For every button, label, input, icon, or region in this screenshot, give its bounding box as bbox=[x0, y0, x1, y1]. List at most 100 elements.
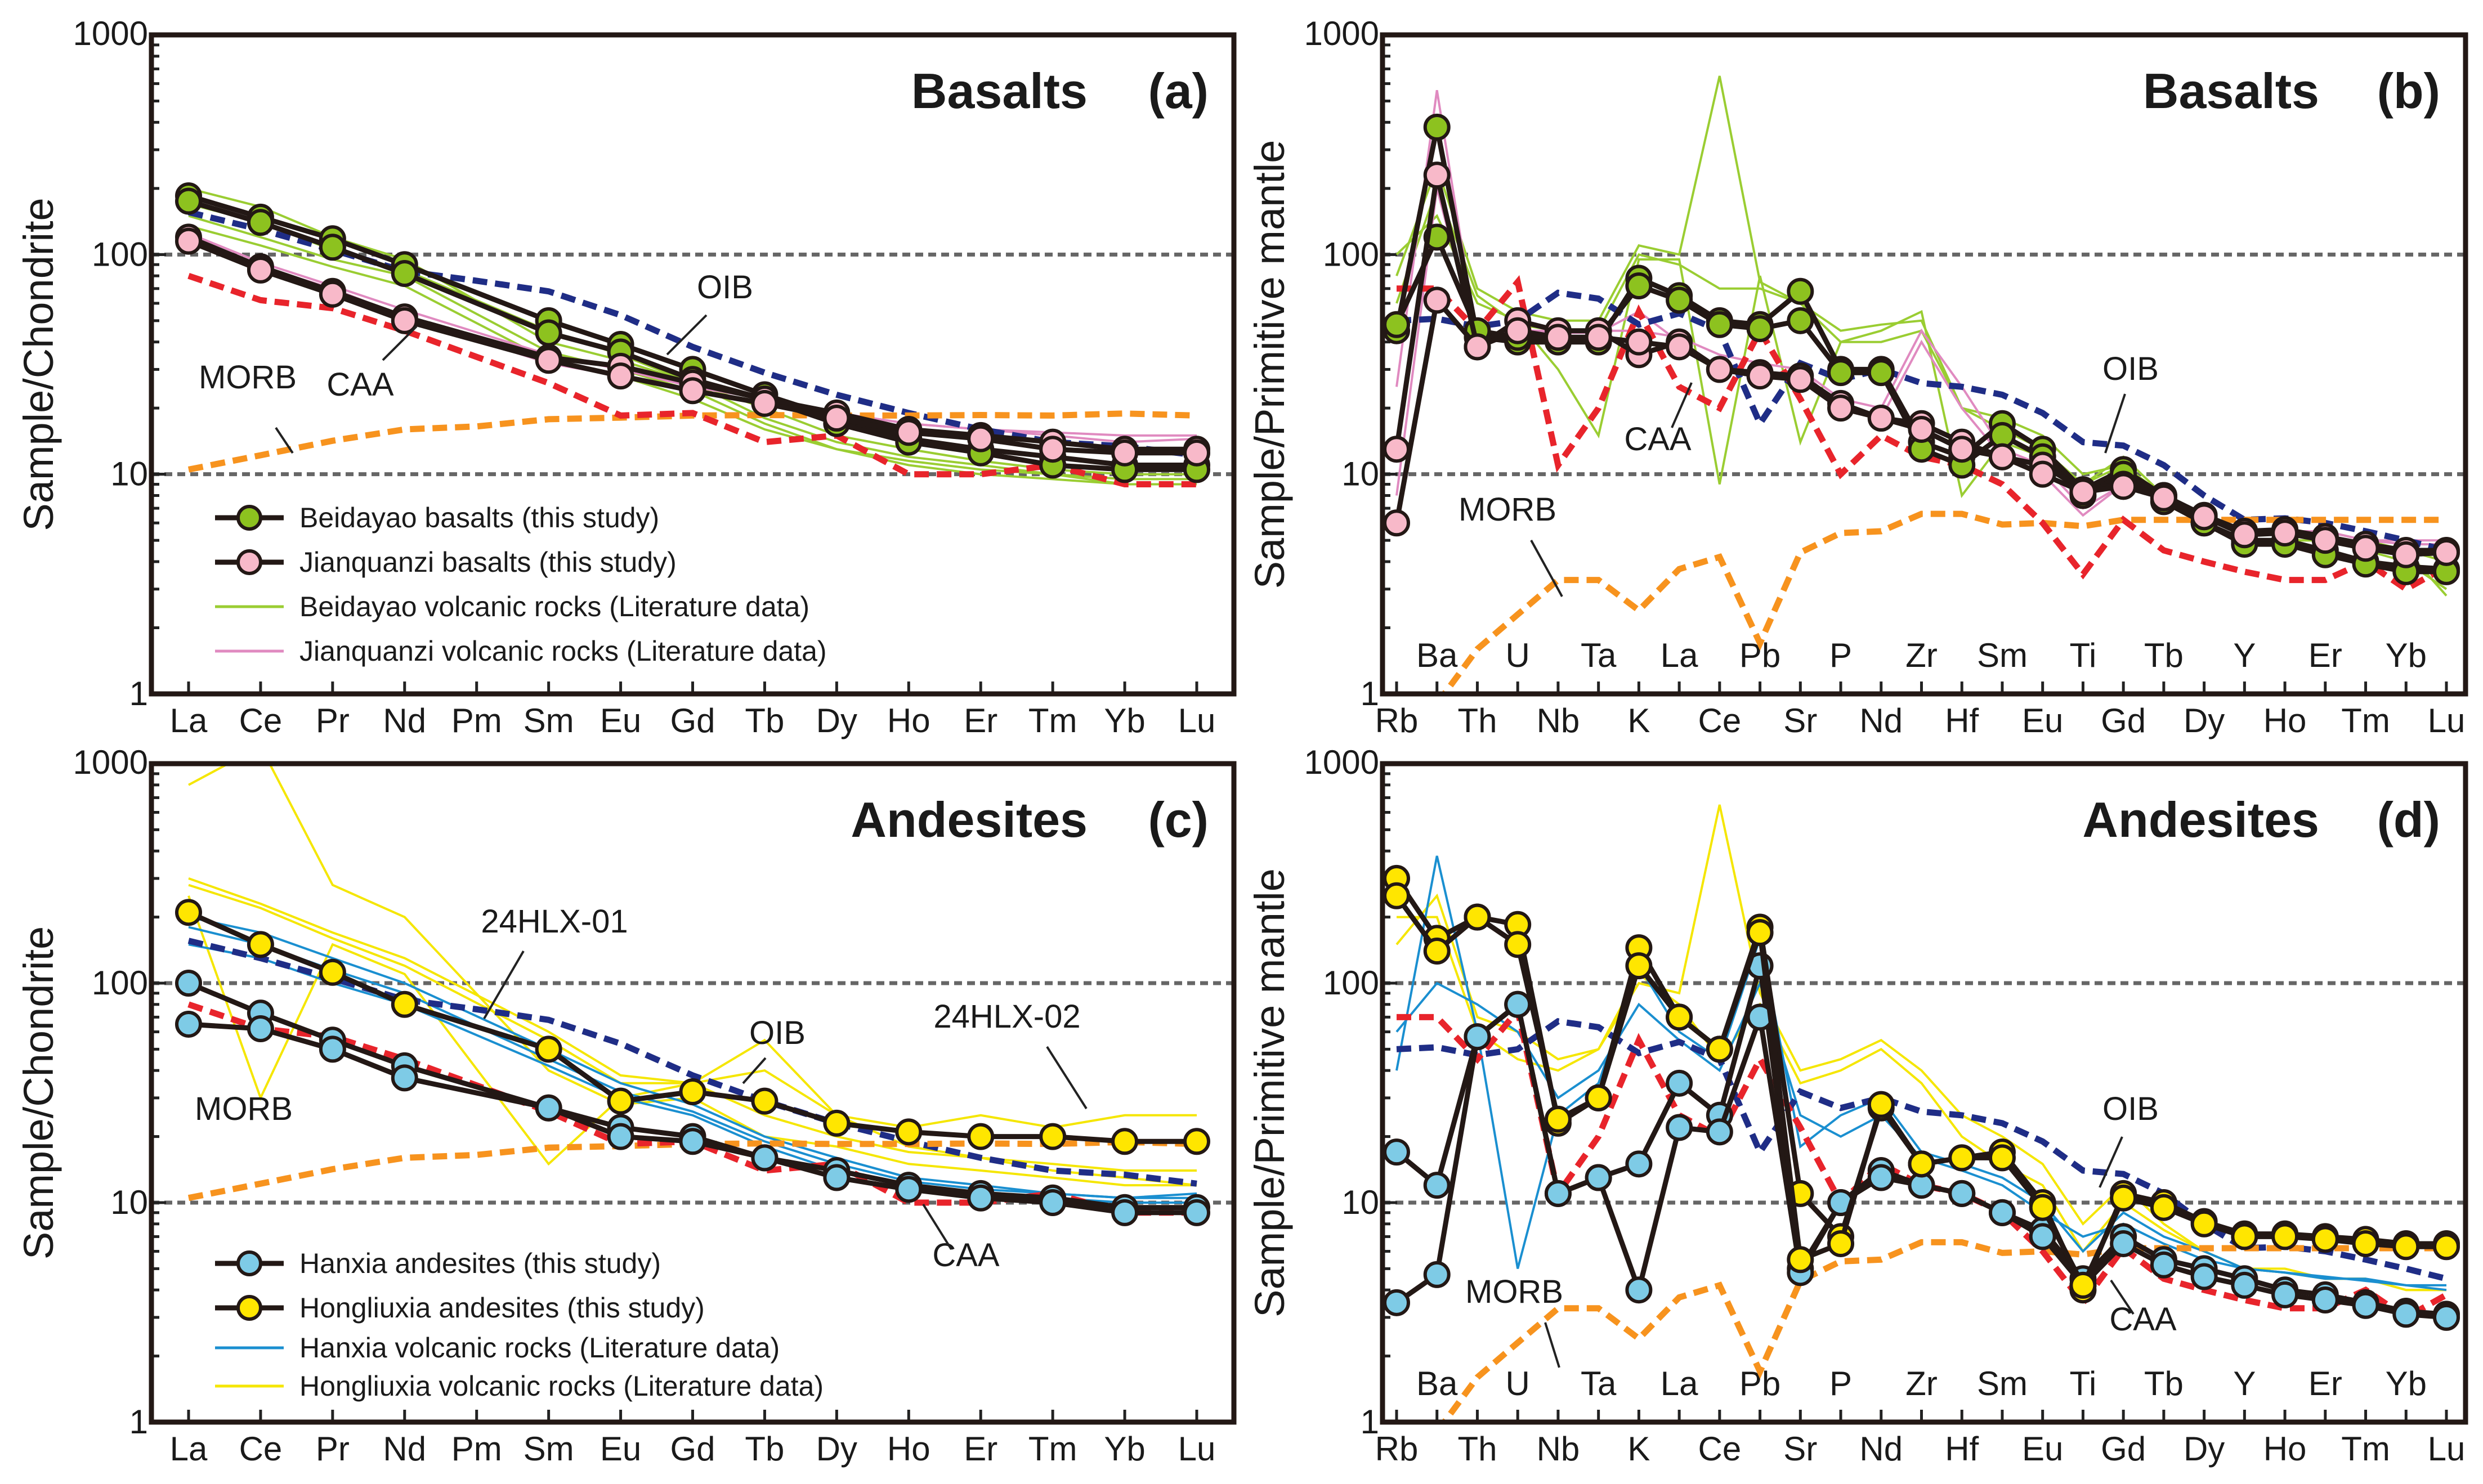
y-tick-label: 1000 bbox=[1304, 743, 1379, 781]
x-tick-label-Tb: Tb bbox=[2144, 1365, 2184, 1402]
data-point-Ho bbox=[895, 419, 923, 446]
annotation-oib: OIB bbox=[2102, 1091, 2159, 1127]
data-point-Zr bbox=[1908, 415, 1935, 443]
data-point-Ba bbox=[1423, 286, 1451, 314]
reference-line-morb bbox=[1440, 1239, 2446, 1422]
x-tick-label-Ba: Ba bbox=[1416, 1365, 1458, 1402]
data-point-Y bbox=[2231, 1223, 2258, 1250]
legend-label: Hanxia andesites (this study) bbox=[299, 1248, 661, 1279]
x-tick-label-Yb: Yb bbox=[2386, 636, 2427, 674]
data-point-Ho bbox=[2271, 519, 2299, 547]
x-tick-label-Rb: Rb bbox=[1375, 702, 1419, 739]
plot-frame bbox=[149, 32, 1237, 697]
x-tick-label-Eu: Eu bbox=[600, 1430, 641, 1468]
annotation-leader bbox=[1046, 1046, 1088, 1110]
data-point-Sm bbox=[535, 347, 562, 374]
data-point-La bbox=[175, 1010, 202, 1038]
x-tick-label-Ho: Ho bbox=[2263, 702, 2307, 739]
x-tick-label-Gd: Gd bbox=[2101, 1430, 2146, 1468]
annotation-caa: CAA bbox=[326, 366, 394, 403]
data-point-La bbox=[1666, 286, 1693, 314]
x-tick-label-Tm: Tm bbox=[2341, 702, 2390, 739]
reference-line-oib bbox=[1396, 1018, 2448, 1282]
data-point-Eu bbox=[2029, 460, 2056, 488]
data-point-Eu bbox=[2029, 1194, 2056, 1221]
data-point-Ho bbox=[2271, 1223, 2299, 1250]
data-point-Pb bbox=[1746, 919, 1774, 947]
data-point-Tb bbox=[2150, 484, 2177, 512]
x-tick-label-La: La bbox=[170, 702, 208, 739]
data-point-Rb bbox=[1383, 1138, 1410, 1166]
y-axis-label: Sample/Chondrite bbox=[15, 926, 62, 1259]
data-point-P bbox=[1827, 1230, 1855, 1257]
x-tick-label-K: K bbox=[1627, 1430, 1650, 1468]
data-point-Yb bbox=[1111, 1128, 1139, 1155]
data-point-U bbox=[1504, 990, 1532, 1018]
data-point-Ho bbox=[895, 1176, 923, 1203]
data-point-Sr bbox=[1787, 307, 1814, 334]
y-tick-label: 100 bbox=[1323, 235, 1379, 273]
data-point-Lu bbox=[2433, 1233, 2460, 1261]
x-tick-label-Ho: Ho bbox=[2263, 1430, 2307, 1468]
legend-label: Beidayao basalts (this study) bbox=[299, 502, 659, 533]
data-point-Rb bbox=[1383, 509, 1410, 537]
annotation-morb: MORB bbox=[195, 1091, 293, 1127]
annotation-24hlx-02: 24HLX-02 bbox=[933, 998, 1080, 1035]
data-point-Nd bbox=[391, 990, 418, 1018]
panel-title: Andesites bbox=[851, 792, 1088, 848]
data-point-Yb bbox=[2392, 1301, 2420, 1328]
data-point-Pr bbox=[319, 234, 346, 261]
data-point-Gd bbox=[2110, 1230, 2137, 1257]
data-point-Nb bbox=[1544, 1180, 1572, 1207]
y-tick-label: 100 bbox=[92, 235, 148, 273]
data-point-Gd bbox=[679, 1078, 706, 1105]
data-point-Pb bbox=[1746, 362, 1774, 390]
x-tick-label-Th: Th bbox=[1457, 1430, 1497, 1468]
x-tick-label-Y: Y bbox=[2233, 1365, 2256, 1402]
x-tick-label-Dy: Dy bbox=[2184, 702, 2225, 739]
data-point-Hf bbox=[1948, 436, 1976, 463]
x-tick-label-K: K bbox=[1627, 702, 1650, 739]
data-point-Er bbox=[2311, 1286, 2339, 1314]
y-axis-label: Sample/Primitive mantle bbox=[1246, 140, 1293, 589]
x-tick-label-La: La bbox=[170, 1430, 208, 1468]
data-point-Ce bbox=[1706, 356, 1733, 383]
data-point-Er bbox=[967, 1184, 995, 1212]
data-point-Ba bbox=[1423, 114, 1451, 141]
x-tick-label-Ce: Ce bbox=[239, 702, 283, 739]
data-point-Pr bbox=[319, 958, 346, 986]
data-point-Zr bbox=[1908, 1150, 1935, 1178]
annotation-leader bbox=[2099, 1136, 2123, 1188]
x-tick-label-Sr: Sr bbox=[1783, 702, 1817, 739]
x-tick-label-Nb: Nb bbox=[1537, 1430, 1580, 1468]
annotation-morb: MORB bbox=[1465, 1274, 1563, 1310]
panel-label: (a) bbox=[1148, 63, 1209, 119]
x-tick-label-Sm: Sm bbox=[524, 1430, 574, 1468]
x-tick-label-Gd: Gd bbox=[670, 702, 715, 739]
panel-title: Andesites bbox=[2082, 792, 2319, 848]
panel-label: (d) bbox=[2377, 792, 2440, 848]
x-tick-label-Lu: Lu bbox=[2428, 1430, 2466, 1468]
x-tick-label-Ti: Ti bbox=[2070, 636, 2097, 674]
panel-d: 1 10 100 1000 Sample/Primitive mantle Rb Ba ThU… bbox=[1246, 743, 2468, 1468]
data-point-Eu bbox=[607, 1123, 634, 1150]
data-point-Tm bbox=[2352, 1292, 2379, 1319]
x-tick-label-Th: Th bbox=[1457, 702, 1497, 739]
x-tick-label-Ta: Ta bbox=[1581, 1365, 1617, 1402]
y-tick-label: 100 bbox=[92, 964, 148, 1002]
data-point-La bbox=[175, 899, 202, 926]
annotation-leader bbox=[275, 427, 294, 454]
data-point-Gd bbox=[2110, 473, 2137, 500]
legend-marker bbox=[236, 549, 262, 575]
panel-title: Basalts bbox=[2143, 63, 2319, 119]
data-point-Pr bbox=[319, 280, 346, 308]
x-tick-label-Tm: Tm bbox=[1028, 1430, 1077, 1468]
x-tick-label-Er: Er bbox=[964, 702, 997, 739]
annotation-oib: OIB bbox=[749, 1015, 806, 1051]
x-tick-label-Ti: Ti bbox=[2070, 1365, 2097, 1402]
data-point-K bbox=[1625, 1150, 1653, 1178]
data-point-Lu bbox=[2433, 1303, 2460, 1331]
x-tick-label-Dy: Dy bbox=[816, 702, 857, 739]
data-point-Dy bbox=[2190, 1263, 2218, 1290]
